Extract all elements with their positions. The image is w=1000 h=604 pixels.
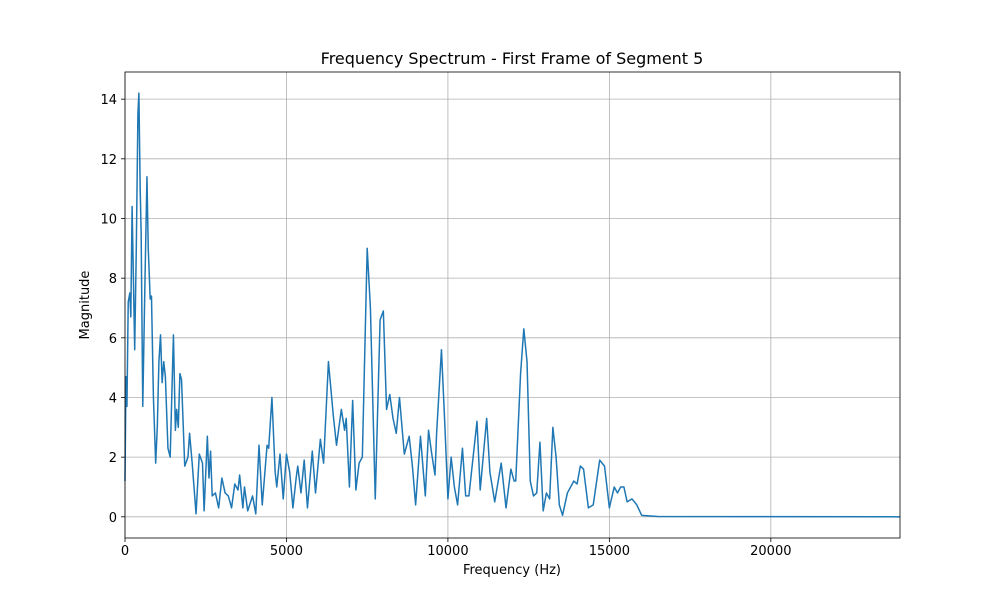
x-tick-label: 5000 <box>270 544 303 559</box>
x-tick-label: 15000 <box>589 544 630 559</box>
y-tick-label: 14 <box>100 93 117 108</box>
x-tick-label: 0 <box>121 544 129 559</box>
y-tick-label: 6 <box>109 332 117 347</box>
line <box>124 92 901 518</box>
x-axis-label: Frequency (Hz) <box>463 563 561 578</box>
x-tick-label: 20000 <box>750 544 791 559</box>
y-tick-label: 0 <box>109 511 117 526</box>
y-tick-label: 2 <box>109 451 117 466</box>
y-tick-label: 8 <box>109 272 117 287</box>
x-tick-label: 10000 <box>427 544 468 559</box>
y-tick-label: 4 <box>109 391 117 406</box>
plot-frame <box>124 71 901 539</box>
y-tick-label: 12 <box>100 153 117 168</box>
y-axis-label: Magnitude <box>78 271 93 340</box>
chart-title: Frequency Spectrum - First Frame of Segm… <box>321 49 704 68</box>
y-tick-label: 10 <box>100 212 117 227</box>
